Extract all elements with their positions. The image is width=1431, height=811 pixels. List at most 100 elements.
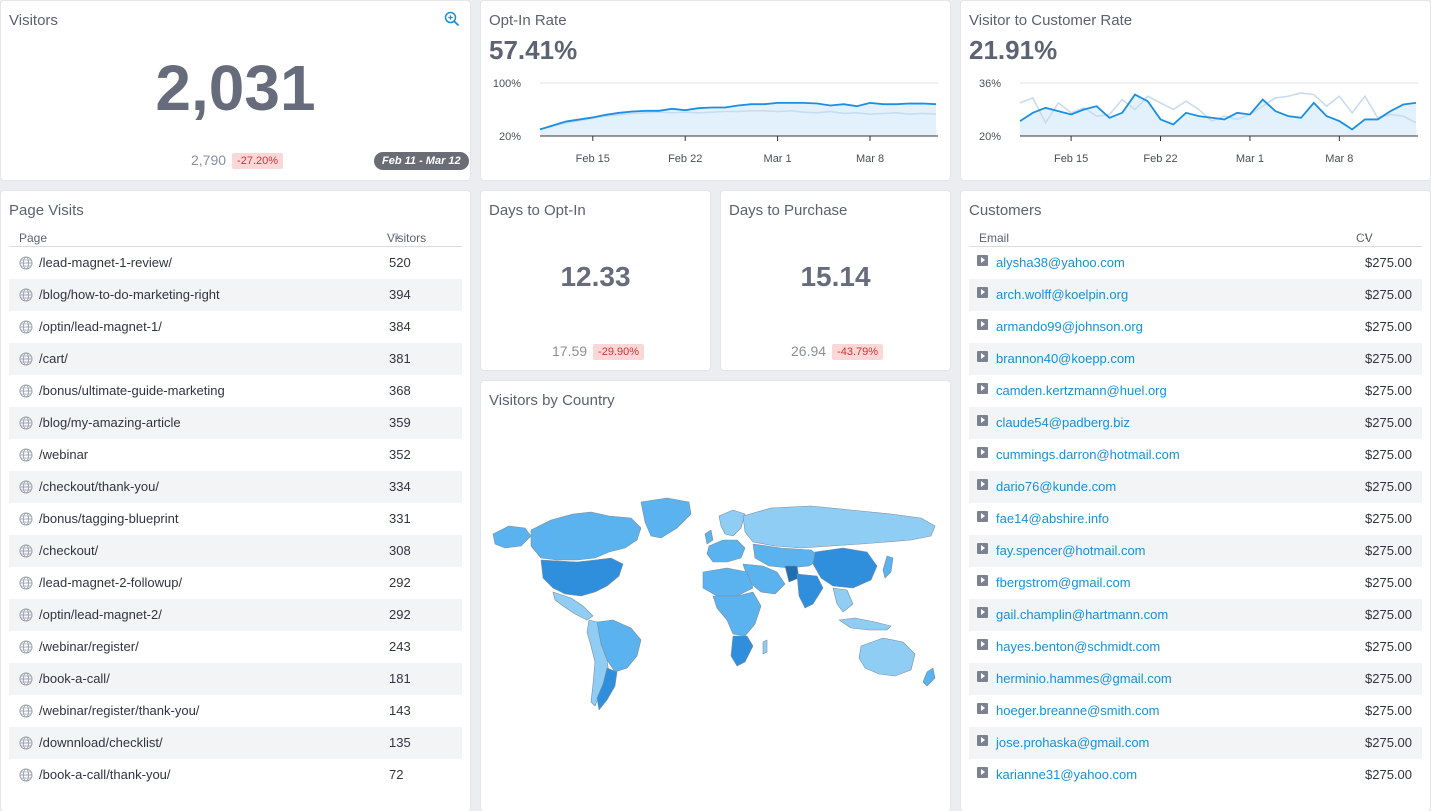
map-region-alaska[interactable] bbox=[492, 525, 532, 549]
visitors-title: Visitors bbox=[9, 12, 58, 29]
table-row: dario76@kunde.com $275.00 bbox=[969, 471, 1422, 503]
map-region-uk[interactable] bbox=[704, 529, 714, 545]
page-path: /book-a-call/thank-you/ bbox=[39, 767, 171, 782]
expand-arrow-icon[interactable] bbox=[977, 703, 988, 714]
globe-icon bbox=[19, 320, 33, 334]
expand-arrow-icon[interactable] bbox=[977, 255, 988, 266]
customer-email-link[interactable]: brannon40@koepp.com bbox=[996, 351, 1135, 366]
customer-email-link[interactable]: armando99@johnson.org bbox=[996, 319, 1143, 334]
globe-icon bbox=[19, 704, 33, 718]
table-row[interactable]: /downnload/checklist/135 bbox=[9, 727, 462, 759]
customer-email-link[interactable]: fae14@abshire.info bbox=[996, 511, 1109, 526]
table-row[interactable]: /bonus/tagging-blueprint 331 bbox=[9, 503, 462, 535]
page-visits-title: Page Visits bbox=[9, 202, 84, 219]
map-region-madagascar[interactable] bbox=[762, 639, 768, 655]
map-region-china[interactable] bbox=[812, 547, 878, 589]
table-row[interactable]: /checkout/thank-you/334 bbox=[9, 471, 462, 503]
table-row[interactable]: /optin/lead-magnet-2/292 bbox=[9, 599, 462, 631]
table-row[interactable]: /webinar 352 bbox=[9, 439, 462, 471]
customer-email-link[interactable]: arch.wolff@koelpin.org bbox=[996, 287, 1129, 302]
customer-email-link[interactable]: fay.spencer@hotmail.com bbox=[996, 543, 1146, 558]
customer-email-link[interactable]: camden.kertzmann@huel.org bbox=[996, 383, 1167, 398]
table-row[interactable]: /lead-magnet-1-review/520 bbox=[9, 247, 462, 279]
expand-arrow-icon[interactable] bbox=[977, 383, 988, 394]
table-row[interactable]: /webinar/register/243 bbox=[9, 631, 462, 663]
table-row[interactable]: /lead-magnet-2-followup/292 bbox=[9, 567, 462, 599]
sort-desc-icon[interactable]: ↑↓ bbox=[390, 231, 400, 242]
page-path: /bonus/tagging-blueprint bbox=[39, 511, 179, 526]
x-tick-label: Mar 1 bbox=[1236, 153, 1264, 165]
customer-email-link[interactable]: cummings.darron@hotmail.com bbox=[996, 447, 1180, 462]
expand-arrow-icon[interactable] bbox=[977, 735, 988, 746]
customer-email-link[interactable]: alysha38@yahoo.com bbox=[996, 255, 1125, 270]
expand-arrow-icon[interactable] bbox=[977, 607, 988, 618]
zoom-in-icon[interactable] bbox=[444, 11, 460, 27]
customer-email-link[interactable]: jose.prohaska@gmail.com bbox=[996, 735, 1150, 750]
map-region-mexico[interactable] bbox=[552, 591, 594, 621]
table-row: claude54@padberg.biz $275.00 bbox=[969, 407, 1422, 439]
map-region-central-africa[interactable] bbox=[712, 591, 762, 637]
customer-email-link[interactable]: claude54@padberg.biz bbox=[996, 415, 1130, 430]
world-map[interactable] bbox=[491, 496, 941, 721]
page-path: /bonus/ultimate-guide-marketing bbox=[39, 383, 225, 398]
customer-email-link[interactable]: hoeger.breanne@smith.com bbox=[996, 703, 1160, 718]
sort-icon[interactable]: ↑↓ bbox=[982, 231, 992, 242]
customers-title: Customers bbox=[969, 202, 1042, 219]
customer-email-link[interactable]: fbergstrom@gmail.com bbox=[996, 575, 1131, 590]
table-row[interactable]: /blog/my-amazing-article 359 bbox=[9, 407, 462, 439]
expand-arrow-icon[interactable] bbox=[977, 479, 988, 490]
table-row[interactable]: /book-a-call/thank-you/72 bbox=[9, 759, 462, 791]
map-region-argentina[interactable] bbox=[596, 667, 618, 711]
map-region-central-asia[interactable] bbox=[752, 543, 822, 569]
customer-email-link[interactable]: hayes.benton@schmidt.com bbox=[996, 639, 1161, 654]
map-region-usa[interactable] bbox=[540, 557, 624, 597]
expand-arrow-icon[interactable] bbox=[977, 543, 988, 554]
sort-icon[interactable]: ↑↓ bbox=[22, 231, 32, 242]
table-row[interactable]: /blog/how-to-do-marketing-right 394 bbox=[9, 279, 462, 311]
globe-icon bbox=[19, 608, 33, 622]
table-row[interactable]: /webinar/register/thank-you/143 bbox=[9, 695, 462, 727]
expand-arrow-icon[interactable] bbox=[977, 415, 988, 426]
map-region-japan[interactable] bbox=[882, 555, 894, 579]
expand-arrow-icon[interactable] bbox=[977, 287, 988, 298]
map-region-russia[interactable] bbox=[742, 505, 936, 549]
map-region-western-europe[interactable] bbox=[706, 539, 746, 563]
page-visitors-count: 243 bbox=[389, 639, 411, 654]
customer-value: $275.00 bbox=[1365, 447, 1412, 462]
map-region-southeast-asia[interactable] bbox=[832, 587, 854, 613]
table-row[interactable]: /bonus/ultimate-guide-marketing 368 bbox=[9, 375, 462, 407]
globe-icon bbox=[19, 672, 33, 686]
expand-arrow-icon[interactable] bbox=[977, 767, 988, 778]
table-row[interactable]: /optin/lead-magnet-1/384 bbox=[9, 311, 462, 343]
days-to-purchase-card: Days to Purchase 15.14 26.94 -43.79% bbox=[721, 191, 950, 370]
customer-value: $275.00 bbox=[1365, 671, 1412, 686]
customer-email-link[interactable]: herminio.hammes@gmail.com bbox=[996, 671, 1172, 686]
expand-arrow-icon[interactable] bbox=[977, 575, 988, 586]
map-region-north-africa[interactable] bbox=[702, 567, 754, 597]
map-region-scandinavia[interactable] bbox=[718, 509, 746, 537]
page-visitors-count: 394 bbox=[389, 287, 411, 302]
series-line-previous bbox=[539, 110, 937, 131]
expand-arrow-icon[interactable] bbox=[977, 351, 988, 362]
customer-email-link[interactable]: karianne31@yahoo.com bbox=[996, 767, 1138, 782]
table-row[interactable]: /checkout/308 bbox=[9, 535, 462, 567]
map-region-australia[interactable] bbox=[858, 637, 916, 677]
expand-arrow-icon[interactable] bbox=[977, 639, 988, 650]
date-range-pill[interactable]: Feb 11 - Mar 12 bbox=[374, 152, 469, 170]
table-row[interactable]: /cart/381 bbox=[9, 343, 462, 375]
y-tick-label: 100% bbox=[493, 78, 521, 90]
expand-arrow-icon[interactable] bbox=[977, 671, 988, 682]
map-region-canada[interactable] bbox=[530, 511, 642, 561]
customer-email-link[interactable]: gail.champlin@hartmann.com bbox=[996, 607, 1169, 622]
expand-arrow-icon[interactable] bbox=[977, 319, 988, 330]
map-region-southern-africa[interactable] bbox=[730, 635, 754, 667]
expand-arrow-icon[interactable] bbox=[977, 447, 988, 458]
table-row[interactable]: /book-a-call/181 bbox=[9, 663, 462, 695]
map-region-indonesia[interactable] bbox=[838, 617, 892, 631]
map-region-greenland[interactable] bbox=[640, 497, 692, 539]
customer-email-link[interactable]: dario76@kunde.com bbox=[996, 479, 1117, 494]
map-region-india[interactable] bbox=[796, 573, 824, 609]
expand-arrow-icon[interactable] bbox=[977, 511, 988, 522]
sort-desc-icon[interactable]: ↑↓ bbox=[1359, 231, 1369, 242]
map-region-new-zealand[interactable] bbox=[922, 667, 936, 687]
